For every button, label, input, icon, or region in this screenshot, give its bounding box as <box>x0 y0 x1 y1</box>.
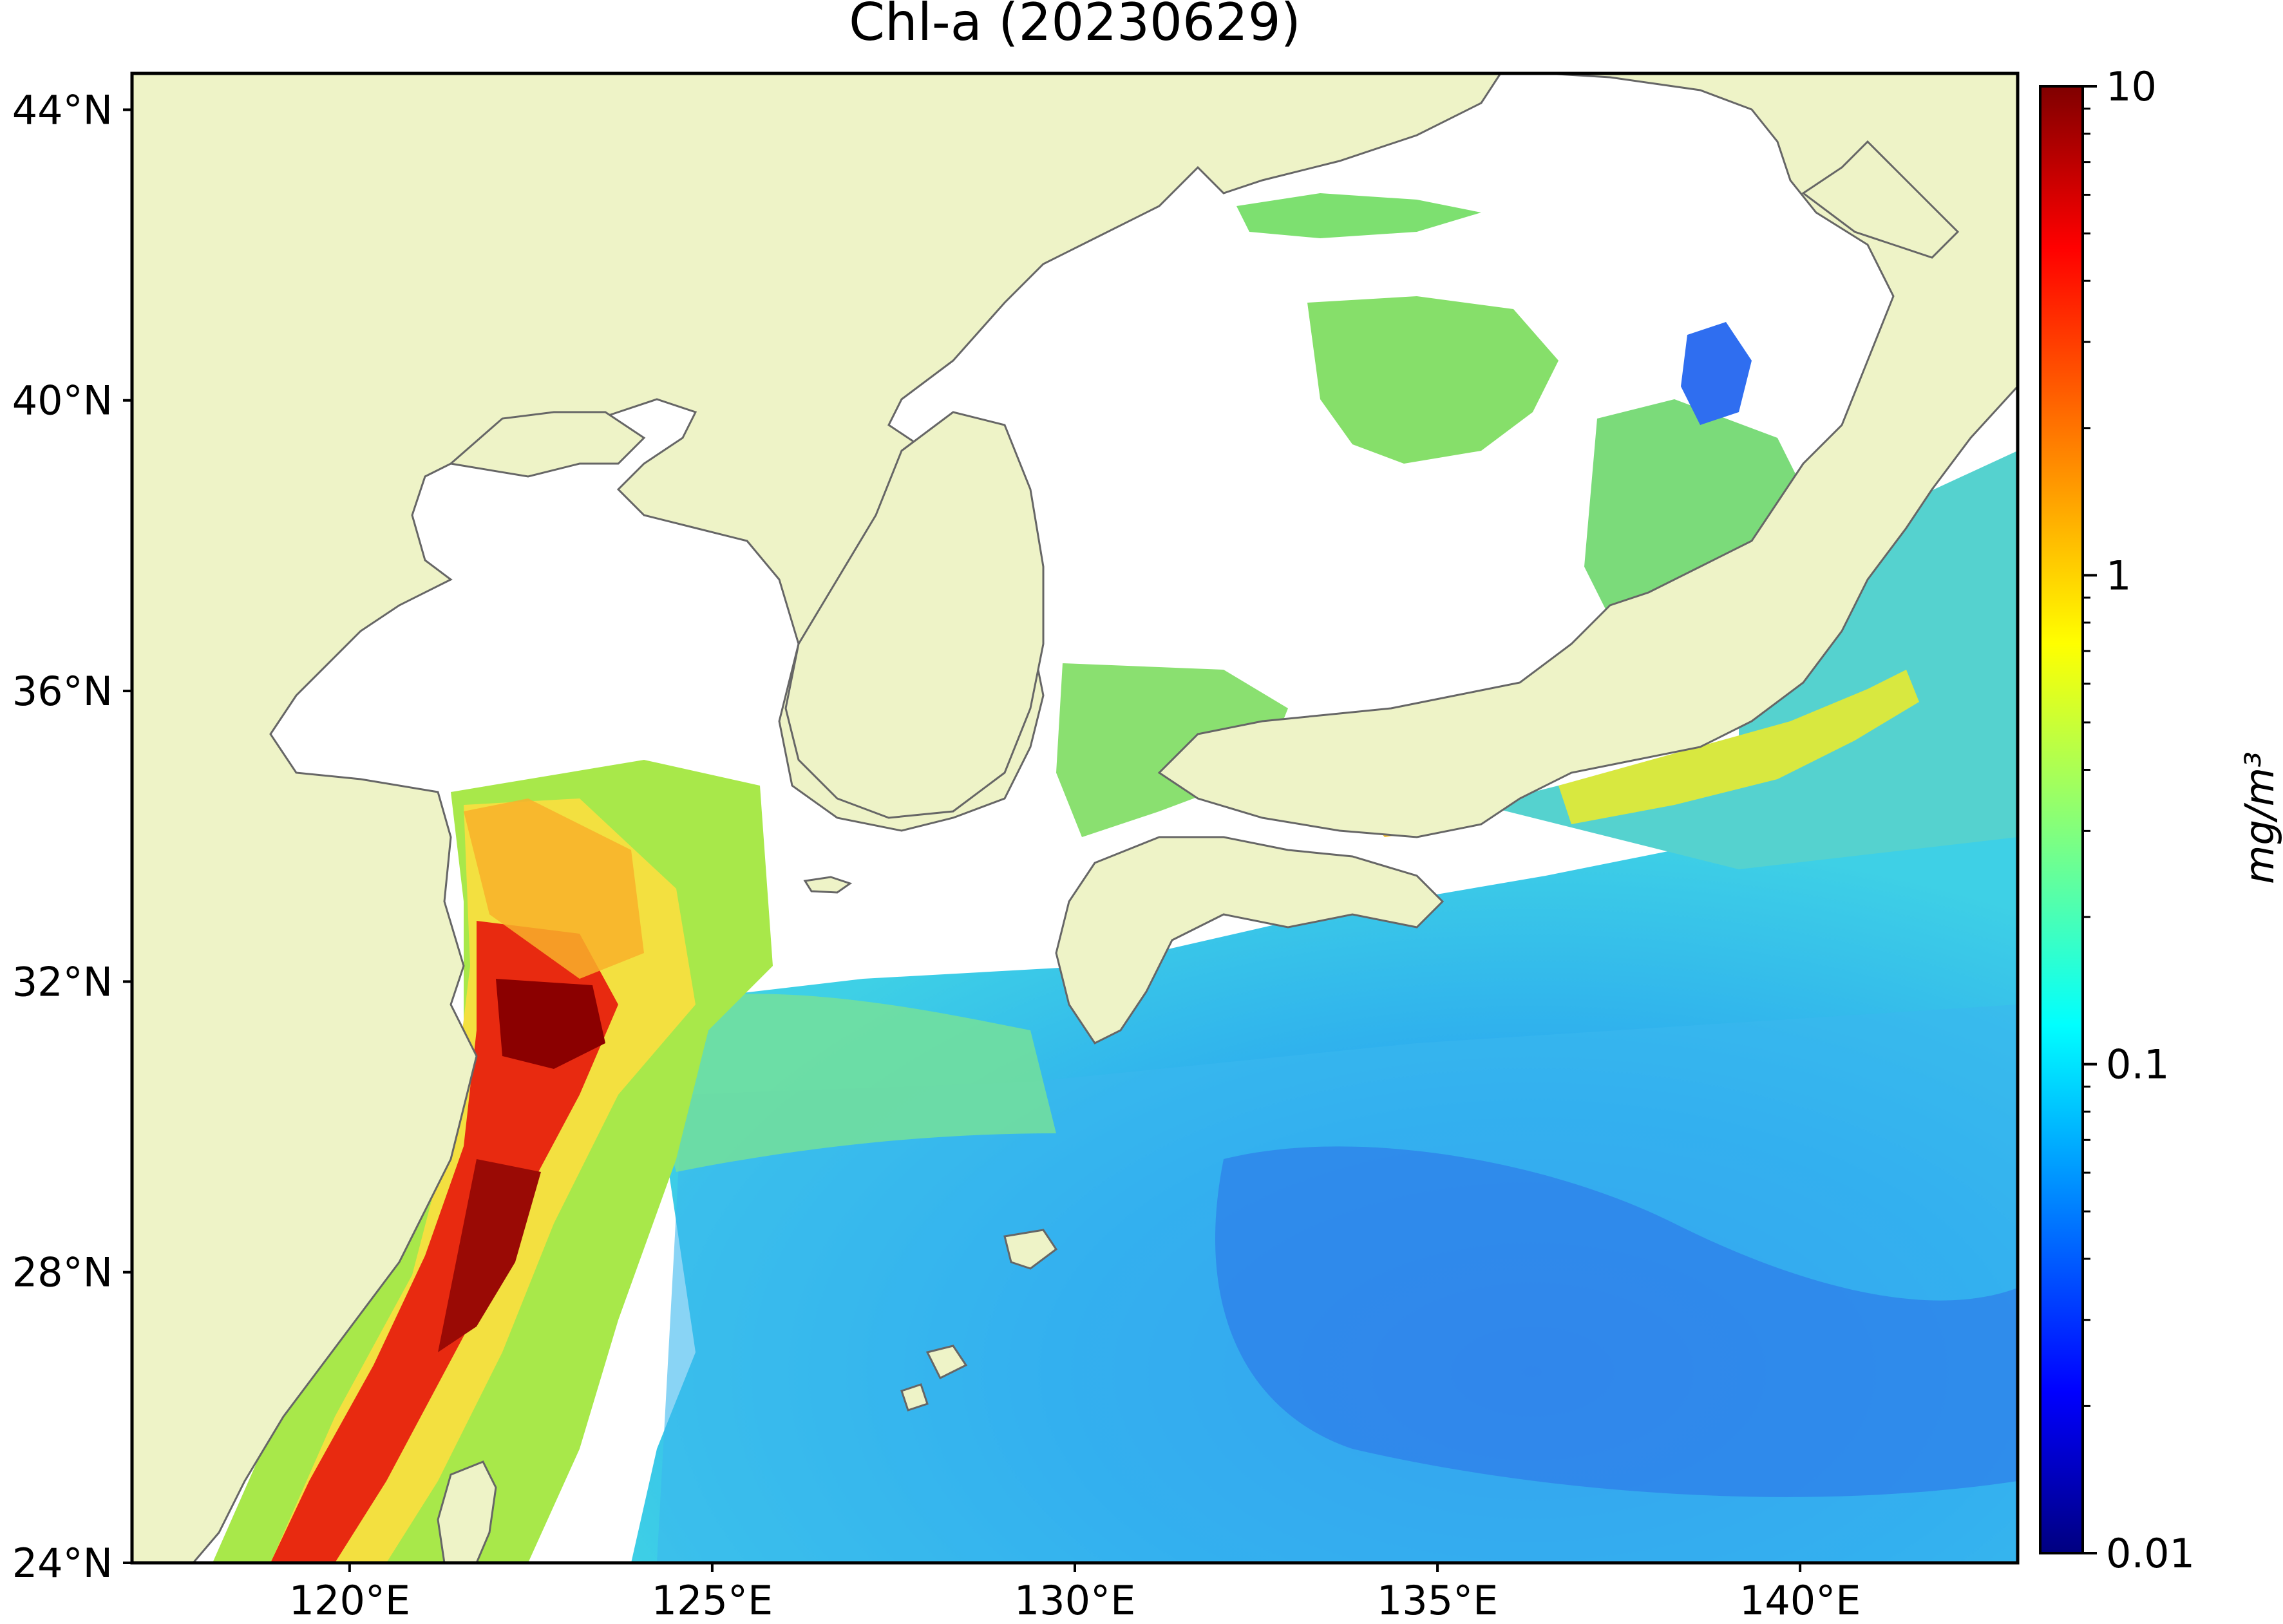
changjiang-darkred-core <box>496 979 605 1069</box>
land-jeju <box>803 876 853 894</box>
japan-sea-green-top <box>1236 193 1481 238</box>
land-honshu <box>1157 73 2018 838</box>
longitude-axis: 120°E 125°E 130°E 135°E 140°E <box>289 1563 1861 1624</box>
japan-pacific-coast-chl <box>1558 670 1919 824</box>
latitude-axis: 44°N 40°N 36°N 32°N 28°N 24°N <box>12 86 132 1587</box>
land-okinawa-islands <box>900 1229 1058 1412</box>
colorbar: 10 1 0.1 0.01 mg/m³ <box>2039 63 2283 1577</box>
colorbar-ticks: 10 1 0.1 0.01 <box>2083 63 2195 1577</box>
japan-sea-green-east <box>1584 399 1803 618</box>
japan-sea-green-north <box>1307 296 1558 464</box>
lat-tick-label: 28°N <box>12 1249 113 1296</box>
lon-tick-label: 120°E <box>289 1577 411 1624</box>
east-china-sea-orange <box>464 798 644 979</box>
colorbar-frame <box>2039 85 2084 1554</box>
colorbar-tick-label: 1 <box>2106 552 2131 599</box>
japan-sea-blue-spots <box>1681 322 1752 425</box>
changjiang-red-plume <box>270 921 618 1563</box>
kuroshio-green-band <box>631 994 1056 1172</box>
map-panel <box>132 73 2018 1563</box>
lon-tick-label: 130°E <box>1014 1577 1136 1624</box>
zhejiang-darkred-coast <box>438 1159 541 1352</box>
lon-tick-label: 140°E <box>1739 1577 1861 1624</box>
land-taiwan <box>437 1460 497 1563</box>
colorbar-tick-label: 0.01 <box>2106 1530 2195 1577</box>
lat-tick-label: 40°N <box>12 377 113 424</box>
land-hokkaido <box>1801 140 1960 259</box>
lat-tick-label: 44°N <box>12 86 113 133</box>
japan-sea-green-south <box>1056 663 1288 837</box>
lon-tick-label: 125°E <box>652 1577 773 1624</box>
colorbar-tick-label: 10 <box>2106 63 2157 110</box>
map-title: Chl-a (20230629) <box>849 0 1301 52</box>
colorbar-tick-label: 0.1 <box>2106 1041 2170 1088</box>
lon-tick-label: 135°E <box>1377 1577 1499 1624</box>
land-liaodong <box>448 411 646 478</box>
lat-tick-label: 32°N <box>12 958 113 1005</box>
land-kyushu-shikoku <box>1055 836 1445 1044</box>
colorbar-gradient <box>2040 86 2083 1553</box>
land-korea <box>784 411 1045 819</box>
colorbar-label: mg/m³ <box>2236 751 2283 884</box>
lat-tick-label: 24°N <box>12 1540 113 1587</box>
lat-tick-label: 36°N <box>12 668 113 715</box>
deep-blue-eddies <box>1215 1146 2018 1497</box>
